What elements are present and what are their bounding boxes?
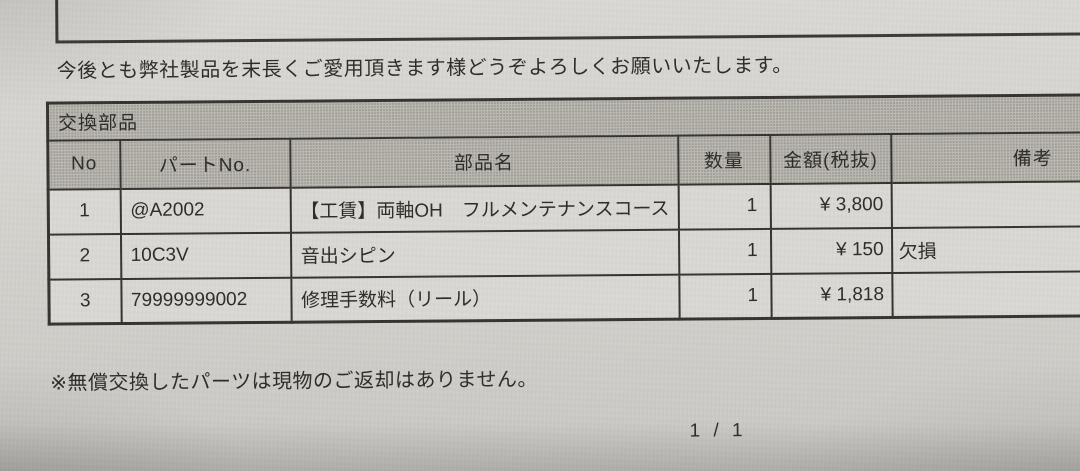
replacement-parts-table: 交換部品 No パートNo. 部品名 数量 金額(税抜) 備考 1 @A2002… bbox=[45, 92, 1080, 326]
col-header-part-name: 部品名 bbox=[289, 135, 679, 188]
greeting-text: 今後とも弊社製品を末長くご愛用頂きます様どうぞよろしくお願いいたします。 bbox=[56, 54, 793, 83]
table-row: 1 @A2002 【工賃】両軸OH フルメンテナンスコース 1 ¥ 3,800 bbox=[48, 180, 1080, 235]
row-quantity: 1 bbox=[678, 273, 772, 320]
col-header-quantity: 数量 bbox=[677, 134, 771, 185]
col-header-part-no: パートNo. bbox=[119, 138, 291, 189]
table-row: 3 79999999002 修理手数料（リール） 1 ¥ 1,818 bbox=[48, 270, 1080, 325]
row-amount: ¥ 150 bbox=[770, 227, 892, 274]
row-part-name: 【工賃】両軸OH フルメンテナンスコース bbox=[290, 184, 679, 233]
row-no: 1 bbox=[48, 188, 121, 235]
table-row: 2 10C3V 音出シピン 1 ¥ 150 欠損 bbox=[48, 225, 1080, 280]
footnote-text: ※無償交換したパーツは現物のご返却はありません。 bbox=[50, 368, 539, 395]
row-quantity: 1 bbox=[678, 183, 771, 230]
table-header-row: No パートNo. 部品名 数量 金額(税抜) 備考 bbox=[47, 131, 1080, 190]
row-no: 3 bbox=[48, 278, 122, 325]
page-number: 1 / 1 bbox=[689, 420, 747, 442]
row-amount: ¥ 1,818 bbox=[770, 272, 893, 319]
row-part-no: 79999999002 bbox=[120, 277, 292, 324]
row-part-no: @A2002 bbox=[120, 187, 291, 234]
col-header-no: No bbox=[47, 139, 121, 190]
previous-section-border bbox=[54, 0, 1080, 44]
row-part-no: 10C3V bbox=[120, 232, 291, 279]
row-remarks bbox=[891, 180, 1080, 228]
row-remarks bbox=[891, 270, 1080, 318]
col-header-amount: 金額(税抜) bbox=[769, 133, 892, 184]
col-header-remarks: 備考 bbox=[890, 131, 1080, 183]
row-part-name: 音出シピン bbox=[290, 229, 679, 278]
row-quantity: 1 bbox=[678, 228, 771, 275]
row-remarks: 欠損 bbox=[891, 225, 1080, 273]
row-amount: ¥ 3,800 bbox=[770, 182, 892, 229]
row-part-name: 修理手数料（リール） bbox=[290, 274, 680, 323]
row-no: 2 bbox=[48, 233, 121, 280]
